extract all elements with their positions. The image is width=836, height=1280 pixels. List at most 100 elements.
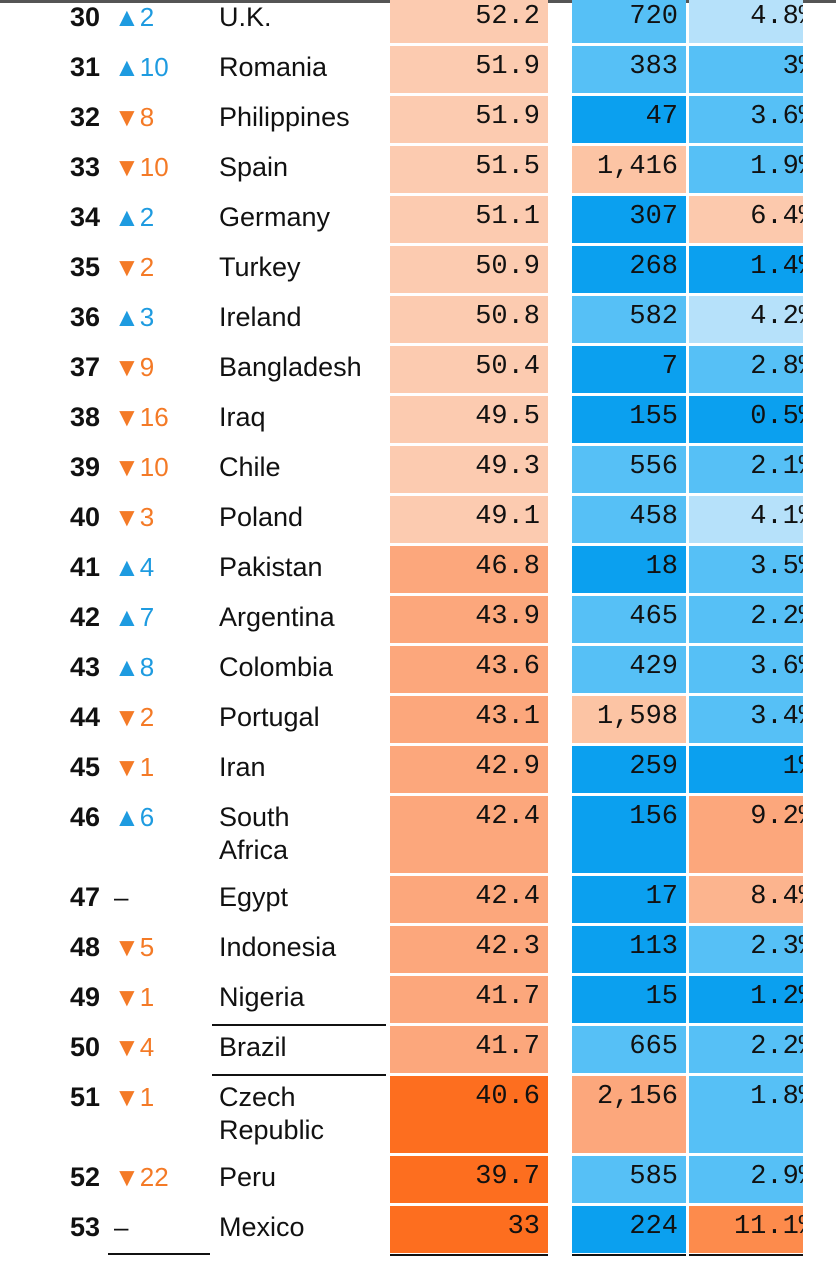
value: 3.4% [750, 702, 803, 732]
value: 50.4 [475, 352, 540, 382]
value-cell: 43.6 [390, 646, 548, 693]
rank: 30 [69, 2, 100, 32]
value-cell: 429 [572, 646, 686, 693]
value: 307 [629, 202, 678, 232]
country: Iraq [219, 402, 266, 432]
value: 2.2% [750, 602, 803, 632]
value: 17 [645, 882, 678, 912]
country: Nigeria [219, 982, 305, 1012]
country: Czech Republic [219, 1082, 325, 1145]
country: Chile [219, 452, 281, 482]
value: 15 [645, 982, 678, 1012]
country: Argentina [219, 602, 335, 632]
value-cell: 42.3 [390, 926, 548, 973]
table-row: 51 ▼1 Czech Republic 40.6 2,156 1.8% [0, 1076, 836, 1156]
value-cell: 2.2% [689, 596, 803, 643]
value: 51.9 [475, 52, 540, 82]
value: 429 [629, 652, 678, 682]
country: Indonesia [219, 932, 337, 962]
value-cell: 50.8 [390, 296, 548, 343]
value: 556 [629, 452, 678, 482]
rank-change: ▼5 [114, 932, 155, 962]
country: Philippines [219, 102, 350, 132]
value: 465 [629, 602, 678, 632]
value: 43.6 [475, 652, 540, 682]
value-cell: 50.4 [390, 346, 548, 393]
value-cell: 39.7 [390, 1156, 548, 1203]
value-cell: 49.1 [390, 496, 548, 543]
value-cell: 259 [572, 746, 686, 793]
value: 39.7 [475, 1162, 540, 1192]
rank: 46 [69, 802, 100, 832]
country: Germany [219, 202, 331, 232]
rank: 37 [69, 352, 100, 382]
table-row: 44 ▼2 Portugal 43.1 1,598 3.4% [0, 696, 836, 746]
table-row: 40 ▼3 Poland 49.1 458 4.1% [0, 496, 836, 546]
table-row: 41 ▲4 Pakistan 46.8 18 3.5% [0, 546, 836, 596]
table-row: 35 ▼2 Turkey 50.9 268 1.4% [0, 246, 836, 296]
value-cell: 4.8% [689, 0, 803, 43]
country: Egypt [219, 882, 289, 912]
rank-change: ▲10 [114, 52, 169, 82]
value: 1.2% [750, 982, 803, 1012]
country: Colombia [219, 652, 334, 682]
rank-change: ▼10 [114, 152, 169, 182]
country: Ireland [219, 302, 302, 332]
value-cell: 2.9% [689, 1156, 803, 1203]
value: 46.8 [475, 552, 540, 582]
rank-change: ▼1 [114, 982, 155, 1012]
country: Turkey [219, 252, 301, 282]
rank-change: ▲3 [114, 302, 155, 332]
table-row: 37 ▼9 Bangladesh 50.4 7 2.8% [0, 346, 836, 396]
value: 42.9 [475, 752, 540, 782]
value: 3.6% [750, 102, 803, 132]
table-row: 52 ▼22 Peru 39.7 585 2.9% [0, 1156, 836, 1206]
value: 1.4% [750, 252, 803, 282]
value: 3% [782, 52, 803, 82]
value-cell: 50.9 [390, 246, 548, 293]
country: U.K. [219, 2, 272, 32]
value: 41.7 [475, 982, 540, 1012]
value: 383 [629, 52, 678, 82]
value: 0.5% [750, 402, 803, 432]
value: 156 [629, 802, 678, 832]
country: Bangladesh [219, 352, 362, 382]
country: South Africa [219, 802, 290, 865]
rank: 47 [69, 882, 100, 912]
value-cell: 42.4 [390, 876, 548, 923]
value: 47 [645, 102, 678, 132]
value-cell: 2.8% [689, 346, 803, 393]
value: 665 [629, 1032, 678, 1062]
table-row: 49 ▼1 Nigeria 41.7 15 1.2% [0, 976, 836, 1026]
value-cell: 458 [572, 496, 686, 543]
table-row: 46 ▲6 South Africa 42.4 156 9.2% [0, 796, 836, 876]
value-cell: 383 [572, 46, 686, 93]
rank: 31 [69, 52, 100, 82]
rank-change: ▼2 [114, 702, 155, 732]
separator [572, 1254, 686, 1256]
rank-change: ▲2 [114, 202, 155, 232]
rank-change: ▼1 [114, 752, 155, 782]
value-cell: 2,156 [572, 1076, 686, 1153]
value-cell: 49.3 [390, 446, 548, 493]
value: 42.3 [475, 932, 540, 962]
value: 2.8% [750, 352, 803, 382]
country: Portugal [219, 702, 320, 732]
value-cell: 47 [572, 96, 686, 143]
value-cell: 556 [572, 446, 686, 493]
value-cell: 41.7 [390, 1026, 548, 1073]
value-cell: 155 [572, 396, 686, 443]
value: 268 [629, 252, 678, 282]
rank: 49 [69, 982, 100, 1012]
country: Brazil [219, 1032, 287, 1062]
table-row: 47– Egypt 42.4 17 8.4% [0, 876, 836, 926]
value-cell: 113 [572, 926, 686, 973]
table-row: 34 ▲2 Germany 51.1 307 6.4% [0, 196, 836, 246]
table-row: 43 ▲8 Colombia 43.6 429 3.6% [0, 646, 836, 696]
value: 51.1 [475, 202, 540, 232]
value-cell: 0.5% [689, 396, 803, 443]
value-cell: 51.9 [390, 96, 548, 143]
value: 113 [629, 932, 678, 962]
value-cell: 15 [572, 976, 686, 1023]
